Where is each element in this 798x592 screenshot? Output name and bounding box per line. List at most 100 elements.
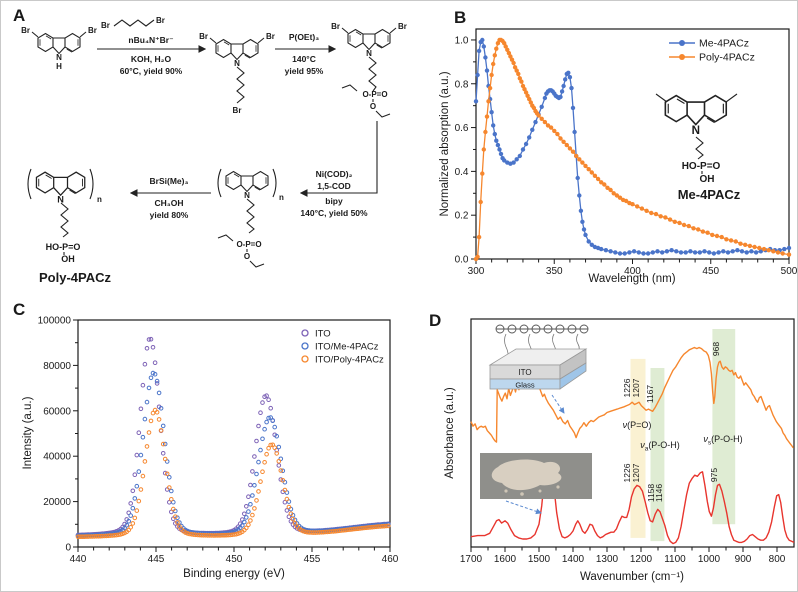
legend-marker-ito-poly4pacz xyxy=(301,355,309,363)
reaction-step-4: BrSi(Me)₃ CH₃OH yield 80% xyxy=(129,176,211,220)
panel-d-substrate-inset: ITO Glass xyxy=(488,324,589,390)
mode-rest: (P-O-H) xyxy=(648,440,680,450)
b-ytick: 0.4 xyxy=(455,167,469,178)
substrate-inset-arrow xyxy=(551,394,565,414)
c-ytick: 20000 xyxy=(43,497,71,508)
br-label: Br xyxy=(199,32,208,41)
peak-annotation-powder-1158: 1158 xyxy=(646,484,656,503)
panel-b-letter: B xyxy=(454,8,466,27)
mode-rest: (P-O-H) xyxy=(711,434,743,444)
plots-layer: 300 350 400 450 500 0.0 0.2 0.4 0.6 0.8 1.0 440 445 4… xyxy=(38,28,797,565)
h-label: H xyxy=(56,62,62,71)
br-label: Br xyxy=(266,32,275,41)
step1-reagent: nBu₄N⁺Br⁻ xyxy=(128,35,173,45)
panel-d-letter: D xyxy=(429,311,441,330)
powder-inset-arrow xyxy=(505,500,542,515)
br-label: Br xyxy=(101,21,110,30)
d-band-nu_s(P-O-H) xyxy=(712,329,736,525)
br-label: Br xyxy=(88,26,97,35)
br-label: Br xyxy=(21,26,30,35)
polymer-ring-chain xyxy=(495,324,589,334)
nu-subscript: a xyxy=(645,446,649,453)
peak-annotation-film-1226: 1226 xyxy=(622,378,632,397)
ito-label: ITO xyxy=(518,368,531,377)
b-xtick: 400 xyxy=(624,266,641,277)
legend-label-ito: ITO xyxy=(315,329,331,340)
c-series-ITO xyxy=(75,336,391,538)
panel-b-ylabel: Normalized absorption (a.u.) xyxy=(439,71,451,216)
oh-label: OH xyxy=(61,254,75,264)
panel-d-powder-photo xyxy=(480,453,592,499)
c-xtick: 455 xyxy=(304,554,321,565)
d-xtick: 800 xyxy=(769,554,786,565)
br-label: Br xyxy=(398,22,407,31)
panel-c-letter: C xyxy=(13,300,25,319)
c-xtick: 440 xyxy=(70,554,87,565)
reaction-step-1: Br Br nBu₄N⁺Br⁻ KOH, H₂O 60°C, yield 90% xyxy=(97,16,207,76)
step4-cond1: CH₃OH xyxy=(155,198,184,208)
opo-label: O-P=O xyxy=(362,90,387,99)
chrome-layer: A B C D Br Br H Br Br nBu₄N⁺Br⁻ KOH, H₂O xyxy=(13,6,755,583)
structure-bromobutyl-carbazole: Br Br Br xyxy=(199,32,275,115)
mode-label-p-double-o: ν(P=O) xyxy=(623,420,652,430)
inset-oh-label: OH xyxy=(700,174,715,185)
step1-cond1: KOH, H₂O xyxy=(131,54,172,64)
panel-b-frame xyxy=(475,28,790,260)
o-label: O xyxy=(244,252,250,261)
d-xtick: 1200 xyxy=(630,554,653,565)
step2-reagent: P(OEt)₃ xyxy=(289,32,319,42)
panel-c-legend: ITO ITO/Me-4PACz ITO/Poly-4PACz xyxy=(301,329,384,366)
o-label: O xyxy=(370,102,376,111)
step3-cond1: bipy xyxy=(325,196,343,206)
b-xtick: 300 xyxy=(468,266,485,277)
step2-cond1: 140°C xyxy=(292,54,316,64)
step4-cond2: yield 80% xyxy=(150,210,189,220)
legend-marker-poly4pacz xyxy=(679,54,685,60)
step1-cond2: 60°C, yield 90% xyxy=(120,66,183,76)
legend-marker-ito xyxy=(301,329,309,337)
peak-annotation-powder-1226: 1226 xyxy=(622,463,632,482)
b-series-Poly-4PACz xyxy=(473,37,792,262)
legend-label-me4pacz: Me-4PACz xyxy=(699,38,749,50)
nu-subscript: s xyxy=(708,440,712,447)
d-xtick: 1600 xyxy=(494,554,517,565)
d-band-nu_a(P-O-H) xyxy=(650,368,665,542)
panel-b-chrome: Normalized absorption (a.u.) Wavelength … xyxy=(439,38,755,286)
mode-label-asym-poh: νa(P-O-H) xyxy=(640,440,680,453)
powder-specks xyxy=(504,485,560,496)
opo-label: O-P=O xyxy=(236,240,261,249)
br-label: Br xyxy=(331,22,340,31)
c-xtick: 445 xyxy=(148,554,165,565)
peak-annotation-powder-1207: 1207 xyxy=(631,463,641,482)
panel-b-inset-structure: HO-P=O OH Me-4PACz xyxy=(655,93,741,202)
peak-annotation-powder-1146: 1146 xyxy=(654,484,664,503)
c-xtick: 450 xyxy=(226,554,243,565)
n-subscript: n xyxy=(279,193,284,202)
c-series-ITO/Me-4PACz xyxy=(75,370,391,538)
structure-phosphonate-monomer: Br Br O-P=O O xyxy=(331,22,407,118)
panel-c-ylabel: Intensity (a.u.) xyxy=(22,396,34,469)
b-ytick: 0.0 xyxy=(455,255,469,266)
d-xtick: 1000 xyxy=(698,554,721,565)
b-ytick: 0.2 xyxy=(455,211,469,222)
hopo-label: HO-P=O xyxy=(46,242,81,252)
panel-a-scheme: Br Br H Br Br nBu₄N⁺Br⁻ KOH, H₂O 60°C, y… xyxy=(21,16,407,285)
panel-c-xlabel: Binding energy (eV) xyxy=(183,568,285,580)
structure-polymer-ester: n O-P=O O xyxy=(217,168,284,268)
d-xtick: 1700 xyxy=(460,554,483,565)
b-xtick: 450 xyxy=(702,266,719,277)
panel-d-bands xyxy=(630,329,736,542)
legend-label-ito-me4pacz: ITO/Me-4PACz xyxy=(315,342,379,353)
powder-blob xyxy=(491,459,562,491)
poly4pacz-product-label: Poly-4PACz xyxy=(39,270,111,285)
reaction-step-2: P(OEt)₃ 140°C yield 95% xyxy=(275,32,337,76)
c-ytick: 100000 xyxy=(38,316,72,327)
panel-a-letter: A xyxy=(13,6,25,25)
reaction-step-3: Ni(COD)₂ 1,5-COD bipy 140°C, yield 50% xyxy=(299,121,378,218)
mode-rest: (P=O) xyxy=(627,420,651,430)
nu-symbol: ν xyxy=(703,434,708,444)
b-ytick: 0.6 xyxy=(455,123,469,134)
panel-b-legend: Me-4PACz Poly-4PACz xyxy=(669,38,755,64)
legend-marker-me4pacz xyxy=(679,40,685,46)
